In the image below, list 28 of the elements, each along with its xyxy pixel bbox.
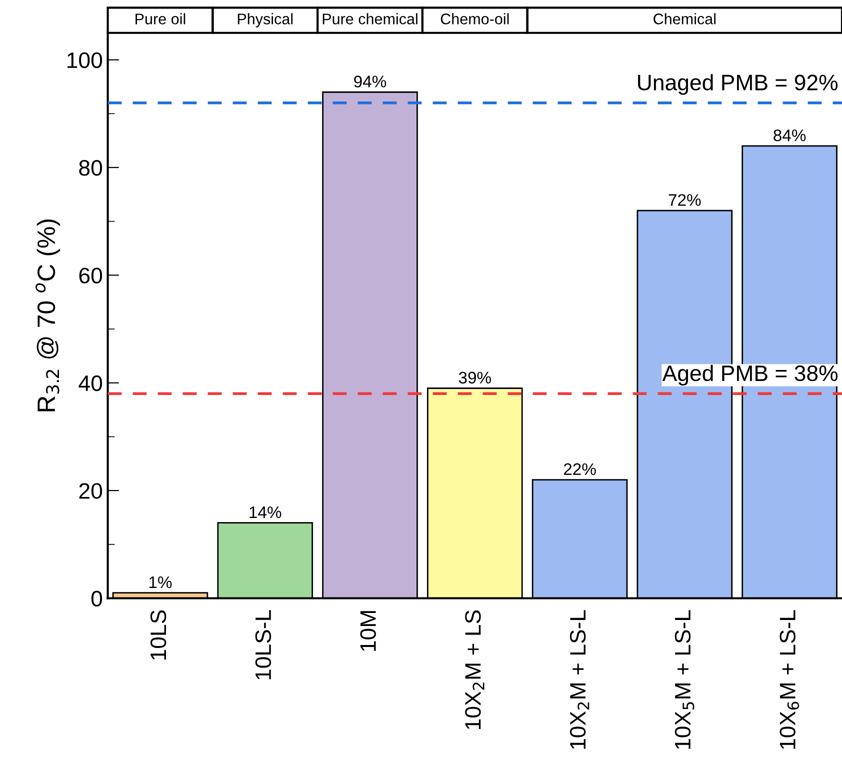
x-tick-label: 10X$_{2}$M + LS (465, 610, 484, 729)
y-tick-label: 80 (79, 160, 102, 176)
text: Chemo-oil (440, 13, 509, 24)
data-label: 22% (564, 463, 596, 476)
x-tick-label: 10X$_{6}$M + LS-L (780, 610, 800, 749)
data-label: 94% (354, 76, 386, 88)
ref-line-label: Unaged PMB = 92% (638, 74, 838, 95)
data-label: 84% (774, 129, 806, 142)
y-axis-title: R$_{3.2}$ @ 70 $^{o}$C (%) (36, 219, 60, 412)
x-tick-label: 10X$_{2}$M + LS-L (570, 610, 590, 749)
x-tick-label: 10M (360, 611, 376, 651)
y-tick-label: 40 (78, 375, 102, 392)
y-tick-label: 0 (91, 590, 102, 606)
text: Chemical (654, 13, 716, 24)
data-label: 39% (458, 372, 491, 384)
x-tick-label: 10LS (150, 610, 166, 660)
data-label: 72% (668, 194, 701, 206)
ref-line-label: Aged PMB = 38% (662, 364, 838, 386)
data-label: 14% (250, 506, 282, 518)
text: Physical (238, 13, 293, 28)
text: Pure chemical (322, 13, 418, 24)
x-tick-label: 10X$_{5}$M + LS-L (674, 610, 694, 749)
text: Pure oil (136, 13, 186, 24)
y-tick-label: 20 (79, 483, 102, 499)
x-tick-label: 10LS-L (255, 610, 272, 680)
y-tick-label: 60 (79, 268, 102, 284)
y-tick-label: 100 (68, 52, 102, 68)
data-label: 1% (149, 576, 172, 588)
